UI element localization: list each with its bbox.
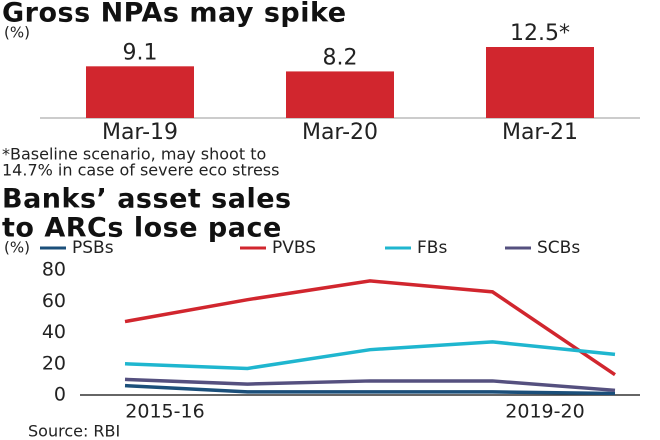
x-tick-label: Mar-19 [102,120,178,145]
subtitle: (%) [4,24,30,42]
note: 14.7% in case of severe eco stress [2,161,279,180]
x-tick-label: 2019-20 [505,401,584,423]
line [124,340,616,371]
line [124,383,616,396]
line [124,377,616,393]
line [124,279,616,377]
y-tick-label: 40 [42,321,66,343]
legend-label: FBs [417,238,447,258]
legend-label: PVBS [272,238,316,258]
value-label: 9.1 [123,40,158,65]
bar [86,66,194,118]
x-tick-label: 2015-16 [125,401,204,423]
x-tick-label: Mar-20 [302,120,378,145]
subtitle: (%) [4,239,30,257]
y-tick-label: 0 [54,384,66,406]
value-label: 12.5* [510,21,570,46]
chart-title: Banks’ asset sales [2,184,292,215]
legend-label: SCBs [537,238,580,258]
bar [486,47,594,118]
chart-title: Gross NPAs may spike [2,0,347,29]
y-tick-label: 80 [42,259,66,281]
value-label: 8.2 [323,45,358,70]
y-tick-label: 20 [42,352,66,374]
chart-title: to ARCs lose pace [2,213,282,244]
note: *Baseline scenario, may shoot to [2,145,266,164]
bar [286,71,394,118]
x-tick-label: Mar-21 [502,120,578,145]
legend-label: PSBs [72,238,114,258]
source: Source: RBI [28,422,120,440]
y-tick-label: 60 [42,290,66,312]
